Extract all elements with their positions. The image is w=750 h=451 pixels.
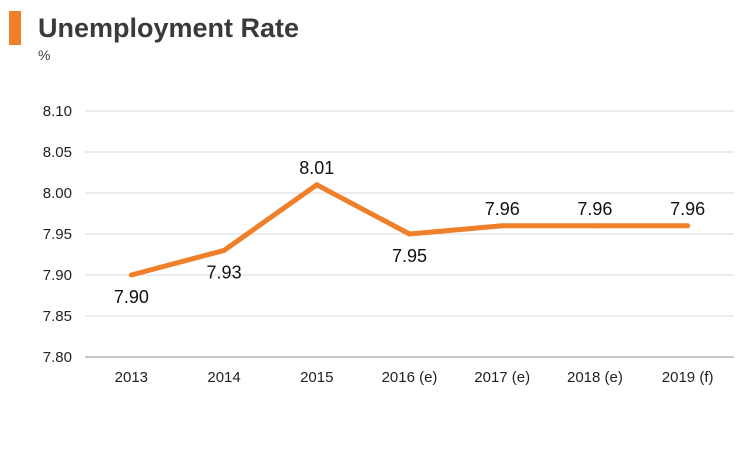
x-tick-label: 2015 <box>300 369 333 386</box>
y-tick-label: 8.05 <box>43 144 72 161</box>
x-tick-label: 2018 (e) <box>567 369 623 386</box>
x-tick-label: 2016 (e) <box>382 369 438 386</box>
y-tick-label: 7.95 <box>43 226 72 243</box>
x-tick-label: 2013 <box>115 369 148 386</box>
title-accent-bar <box>9 11 21 45</box>
data-point <box>592 223 598 229</box>
y-tick-label: 8.00 <box>43 185 72 202</box>
x-tick-label: 2019 (f) <box>662 369 714 386</box>
unit-label: % <box>38 47 51 63</box>
y-tick-label: 7.90 <box>43 267 72 284</box>
data-label: 7.96 <box>577 199 612 219</box>
y-tick-label: 7.85 <box>43 308 72 325</box>
data-point <box>499 223 505 229</box>
x-tick-label: 2014 <box>207 369 240 386</box>
data-point <box>128 272 134 278</box>
y-tick-label: 8.10 <box>43 103 72 120</box>
data-label: 7.96 <box>485 199 520 219</box>
x-tick-label: 2017 (e) <box>474 369 530 386</box>
data-label: 7.93 <box>207 262 242 282</box>
data-point <box>314 182 320 188</box>
data-point <box>407 231 412 237</box>
chart-title: Unemployment Rate <box>38 13 300 43</box>
data-point <box>685 223 691 229</box>
y-tick-label: 7.80 <box>43 349 72 366</box>
data-label: 7.95 <box>392 246 427 266</box>
data-label: 7.90 <box>114 287 149 307</box>
data-label: 7.96 <box>670 199 705 219</box>
data-point <box>221 247 227 253</box>
data-label: 8.01 <box>299 158 334 178</box>
